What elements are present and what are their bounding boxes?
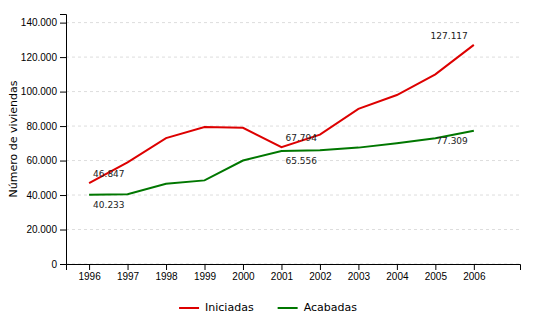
y-tick-mark <box>60 92 66 93</box>
x-tick-label: 2000 <box>232 271 255 282</box>
grid-line <box>66 22 520 23</box>
x-tick-label: 2005 <box>425 271 448 282</box>
y-tick-mark <box>60 264 66 265</box>
x-tick-mark <box>320 264 321 270</box>
y-tick: 40.000 <box>26 190 66 201</box>
x-tick: 1999 <box>194 264 217 282</box>
series-line <box>89 45 474 183</box>
legend-item: Iniciadas <box>179 301 254 314</box>
y-tick: 120.000 <box>21 52 66 63</box>
y-tick-label: 140.000 <box>21 17 58 28</box>
y-tick-label: 100.000 <box>21 86 58 97</box>
legend-swatch <box>179 307 199 309</box>
grid-line <box>66 91 520 92</box>
legend-swatch <box>278 307 298 309</box>
series-line <box>89 131 474 195</box>
plot: 1996 1997 1998 1999 2000 2001 2002 2003 2004 2005… <box>21 15 521 283</box>
y-tick-mark <box>60 126 66 127</box>
y-tick-label: 120.000 <box>21 52 58 63</box>
y-axis-line <box>60 15 67 265</box>
lines <box>89 45 474 195</box>
legend-label: Iniciadas <box>205 301 254 314</box>
x-axis-line <box>67 265 521 271</box>
x-tick: 2006 <box>463 264 486 282</box>
x-tick-label: 1998 <box>155 271 178 282</box>
x-tick: 2003 <box>348 264 371 282</box>
x-tick-label: 1996 <box>78 271 101 282</box>
x-tick: 1997 <box>117 264 140 282</box>
y-axis-title: Número de viviendas <box>7 80 20 197</box>
grid-line <box>66 229 520 230</box>
annotation: 46.847 <box>93 169 125 179</box>
grid-line <box>66 57 520 58</box>
grid-line <box>66 126 520 127</box>
x-tick: 1996 <box>78 264 101 282</box>
annotation: 40.233 <box>93 200 125 210</box>
y-tick: 60.000 <box>26 155 66 166</box>
x-tick: 2001 <box>271 264 294 282</box>
y-tick: 80.000 <box>26 121 66 132</box>
x-tick-mark <box>205 264 206 270</box>
chart: 1996 1997 1998 1999 2000 2001 2002 2003 2004 2005… <box>0 0 536 322</box>
y-tick: 140.000 <box>21 17 66 28</box>
grid <box>66 23 520 264</box>
x-tick-label: 2002 <box>309 271 332 282</box>
legend-item: Acabadas <box>278 301 358 314</box>
x-tick-label: 2004 <box>386 271 409 282</box>
x-tick-mark <box>397 264 398 270</box>
x-tick-mark <box>128 264 129 270</box>
y-tick-label: 80.000 <box>26 121 57 132</box>
y-tick-label: 20.000 <box>26 224 57 235</box>
x-tick: 2000 <box>232 264 255 282</box>
x-tick-label: 2006 <box>463 271 486 282</box>
y-tick-label: 0 <box>51 259 57 270</box>
x-tick-label: 2001 <box>271 271 294 282</box>
y-tick-label: 60.000 <box>26 155 57 166</box>
y-tick-mark <box>60 230 66 231</box>
y-tick: 20.000 <box>26 224 66 235</box>
x-tick-mark <box>243 264 244 270</box>
legend: Iniciadas Acabadas <box>179 301 357 314</box>
x-tick-mark <box>281 264 282 270</box>
annotation: 77.309 <box>436 136 468 146</box>
y-tick-label: 40.000 <box>26 190 57 201</box>
x-tick-mark <box>358 264 359 270</box>
x-tick: 1998 <box>155 264 178 282</box>
x-axis: 1996 1997 1998 1999 2000 2001 2002 2003 2004 2005… <box>67 264 521 282</box>
grid-line <box>66 195 520 196</box>
annotation: 127.117 <box>431 31 468 41</box>
x-tick: 2002 <box>309 264 332 282</box>
y-tick: 0 <box>51 259 66 270</box>
y-tick-mark <box>60 195 66 196</box>
x-tick: 2004 <box>386 264 409 282</box>
x-tick-label: 1997 <box>117 271 140 282</box>
x-tick-mark <box>89 264 90 270</box>
annotations: 46.847 40.233 67.794 65.556 127.117 77.309 <box>93 31 468 210</box>
y-tick-mark <box>60 161 66 162</box>
x-tick-label: 2003 <box>348 271 371 282</box>
y-axis: 0 20.000 40.000 60.000 80.000 100.000 120.000 1… <box>21 15 67 270</box>
x-tick: 2005 <box>425 264 448 282</box>
annotation: 67.794 <box>285 133 317 143</box>
x-tick-label: 1999 <box>194 271 217 282</box>
y-tick-mark <box>60 23 66 24</box>
x-tick-mark <box>166 264 167 270</box>
y-tick-mark <box>60 57 66 58</box>
annotation: 65.556 <box>285 156 317 166</box>
x-tick-mark <box>435 264 436 270</box>
legend-label: Acabadas <box>304 301 358 314</box>
x-tick-mark <box>474 264 475 270</box>
y-tick: 100.000 <box>21 86 66 97</box>
